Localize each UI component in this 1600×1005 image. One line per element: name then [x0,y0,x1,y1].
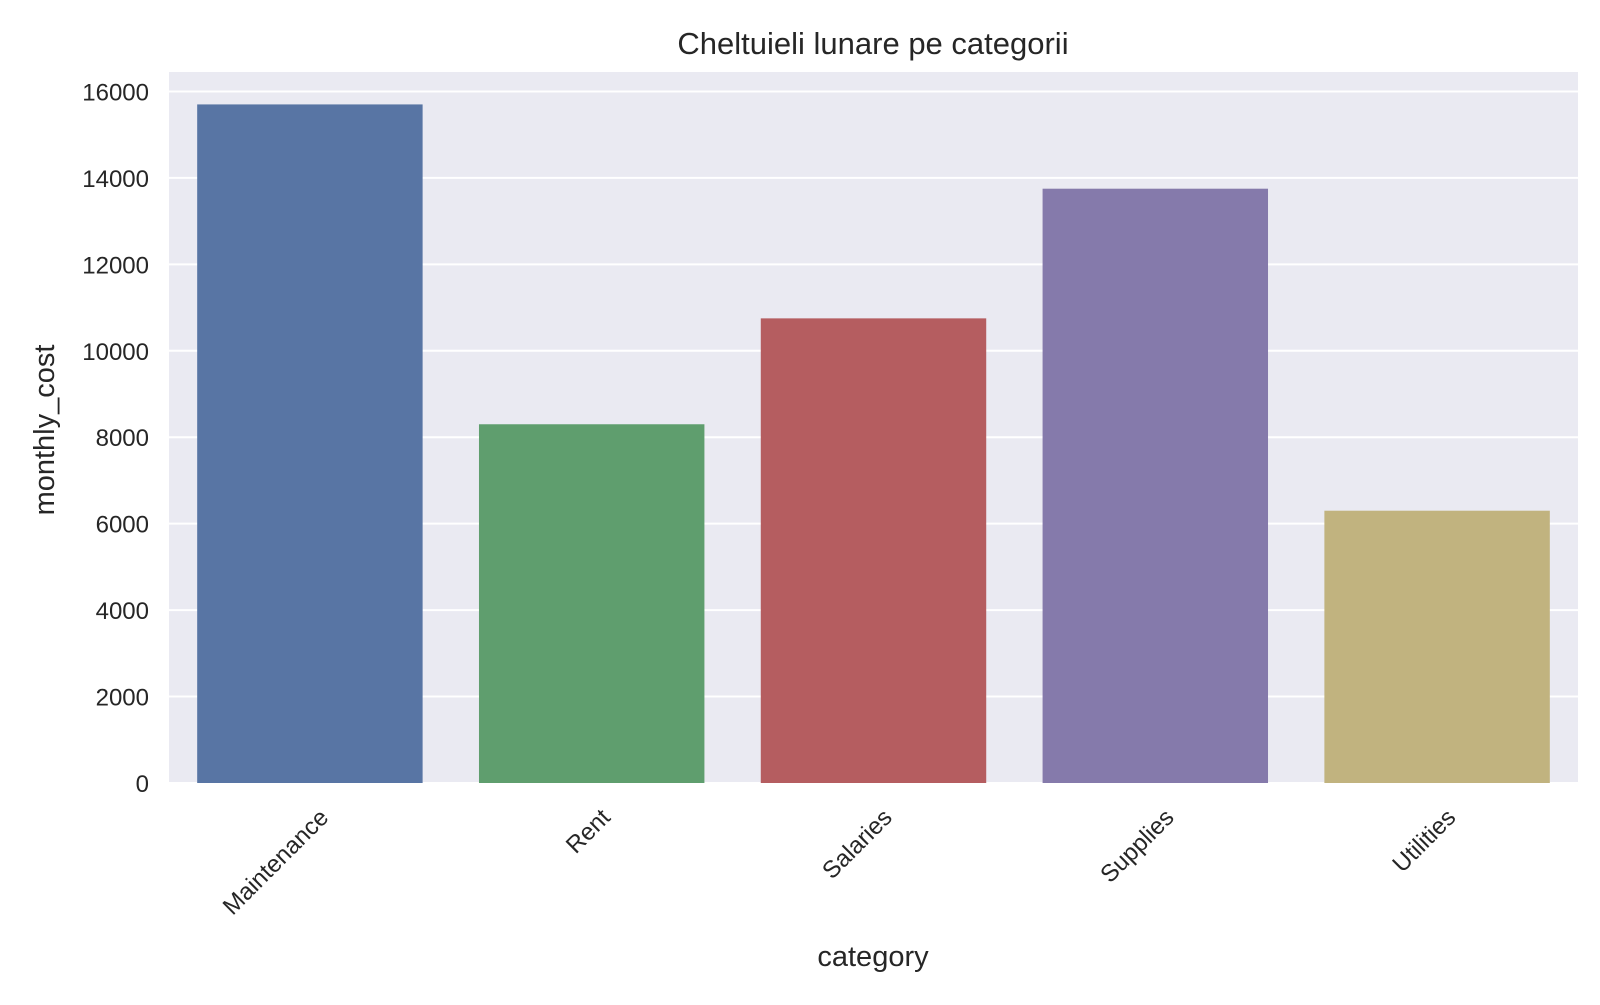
y-tick-label: 4000 [96,598,149,625]
x-tick-label: Maintenance [218,804,334,920]
x-axis-label: category [817,941,929,973]
bar-salaries [760,318,987,783]
y-tick-label: 10000 [82,339,149,366]
x-tick-label: Utilities [1387,804,1461,878]
x-tick-labels: Maintenance Rent Salaries Supplies Utilities [218,804,1461,921]
y-tick-label: 12000 [82,252,149,279]
x-tick-label: Rent [561,804,616,859]
y-tick-labels: 0 2000 4000 6000 8000 10000 12000 14000 16000 [82,79,149,798]
y-tick-label: 14000 [82,166,149,193]
y-axis-label: monthly_cost [29,345,61,516]
y-tick-label: 16000 [82,79,149,106]
y-tick-label: 6000 [96,512,149,539]
chart-title: Cheltuieli lunare pe categorii [677,26,1068,61]
y-tick-label: 0 [136,771,149,798]
bar-rent [478,424,705,783]
bar-supplies [1042,188,1269,783]
bar-maintenance [197,104,423,784]
x-tick-label: Supplies [1095,804,1179,888]
y-tick-label: 2000 [96,685,149,712]
x-tick-label: Salaries [817,804,897,884]
bars [197,104,1550,784]
bar-utilities [1324,510,1550,783]
y-tick-label: 8000 [96,425,149,452]
